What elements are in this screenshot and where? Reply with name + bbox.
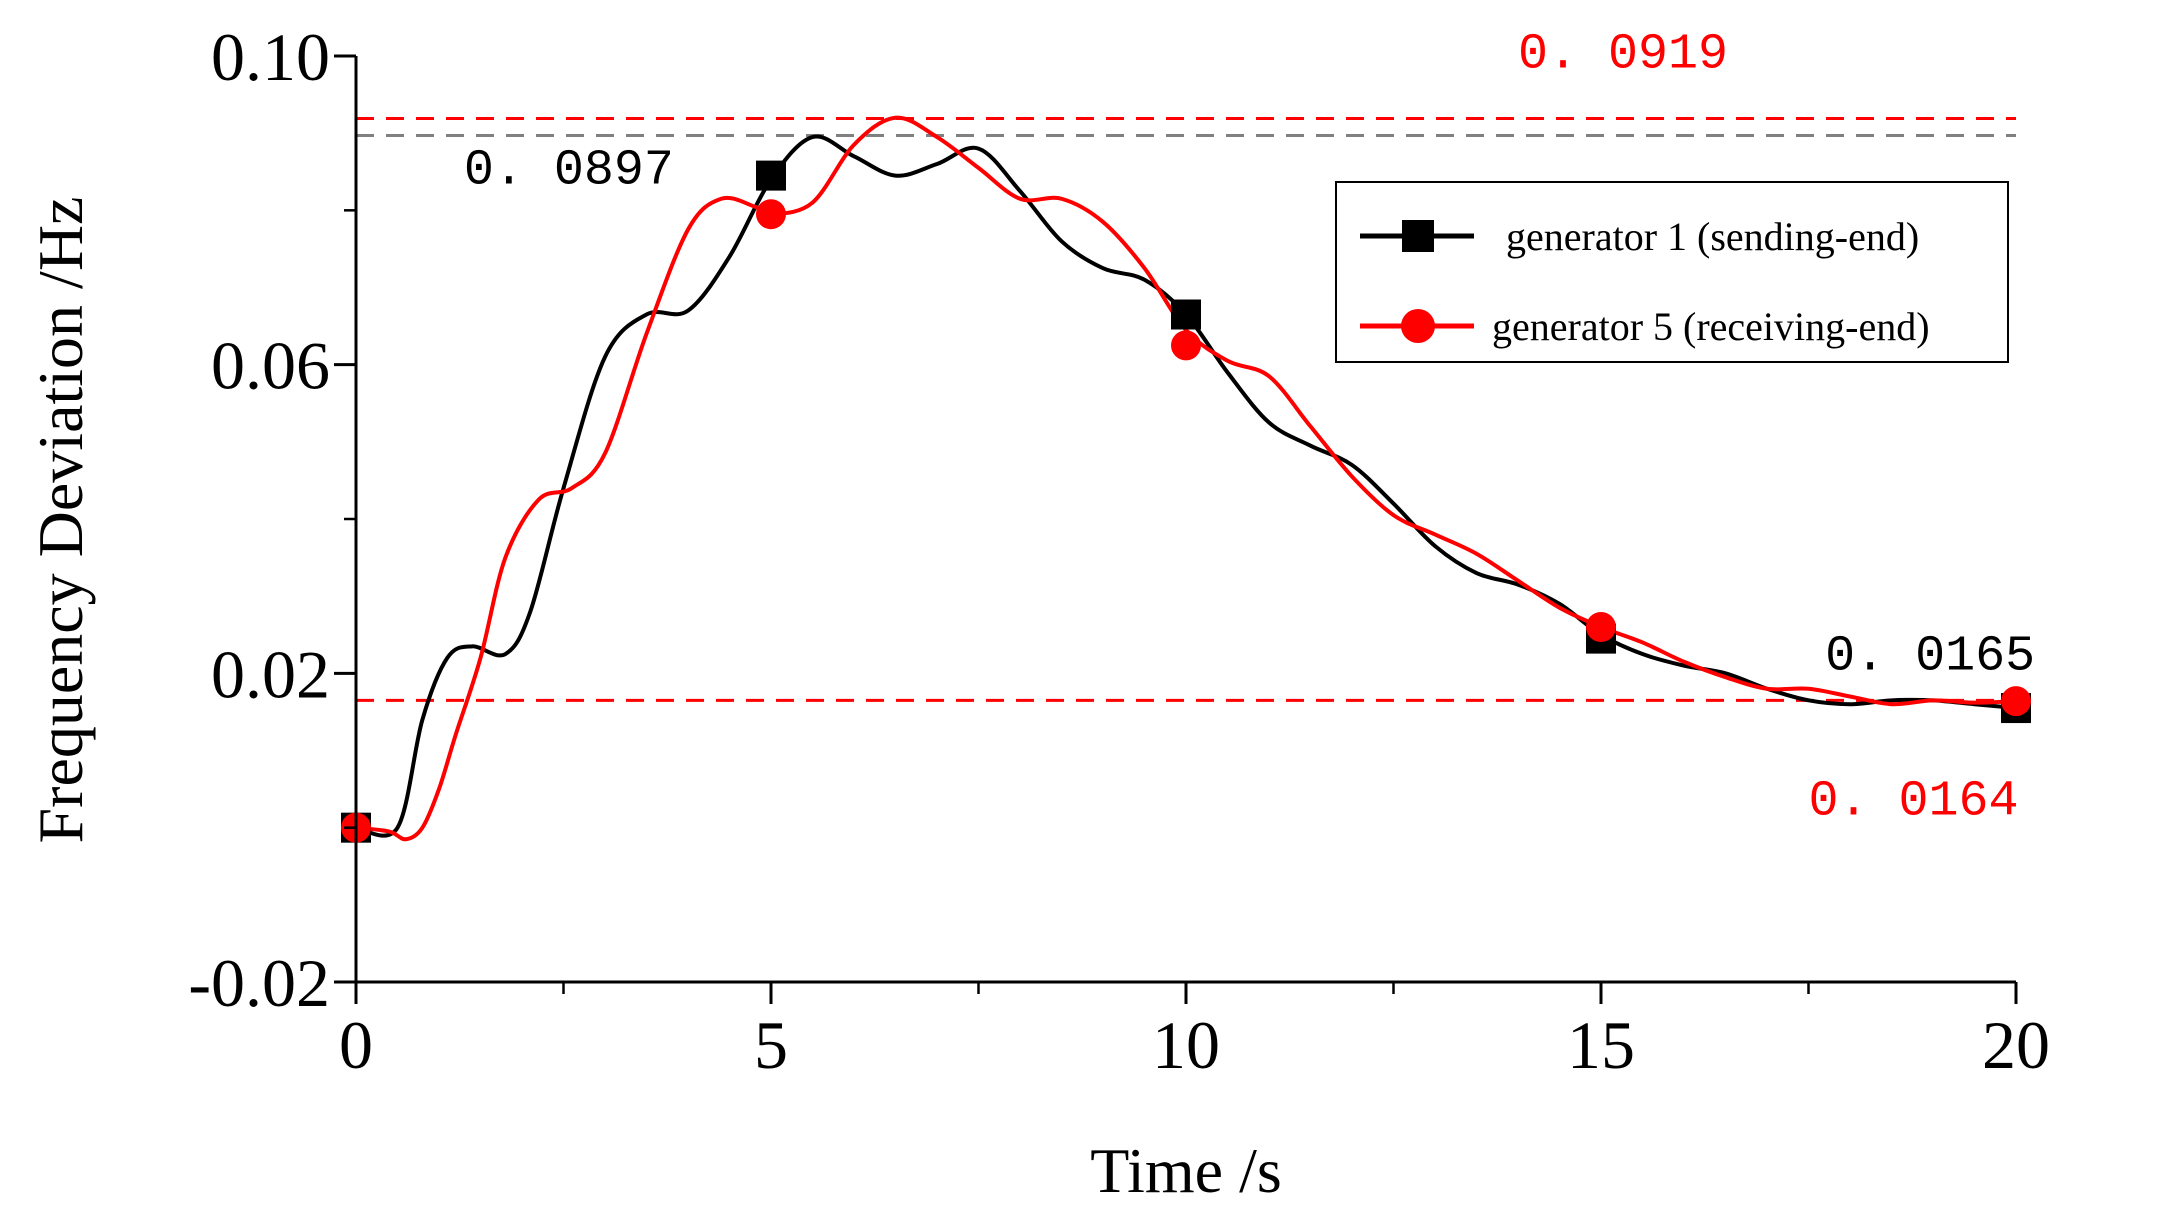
legend-marker-generator-5 xyxy=(1401,309,1435,343)
tick-labels: 0 5 10 15 20 -0.02 0.02 0.06 0.10 xyxy=(188,19,2050,1083)
x-tick-label: 20 xyxy=(1982,1007,2050,1083)
legend-box xyxy=(1335,181,2009,363)
data-point-generator-5 xyxy=(2001,686,2031,717)
data-point-generator-1 xyxy=(756,160,786,191)
data-point-generator-1 xyxy=(1171,299,1201,330)
legend-label-generator-1: generator 1 (sending-end) xyxy=(1506,214,1919,259)
x-tick-label: 10 xyxy=(1152,1007,1220,1083)
value-annotation-1: 0. 0897 xyxy=(464,142,674,199)
series-line-generator-1 xyxy=(354,134,2018,838)
y-tick-label: -0.02 xyxy=(188,945,330,1021)
data-point-generator-5 xyxy=(756,199,786,230)
y-tick-label: 0.02 xyxy=(211,636,330,712)
y-tick-label: 0.06 xyxy=(211,328,330,404)
annotations: 0. 0919 0. 0897 0. 0165 0. 0164 xyxy=(464,27,2035,831)
x-tick-label: 15 xyxy=(1567,1007,1635,1083)
legend: generator 1 (sending-end) generator 5 (r… xyxy=(1335,181,2009,363)
reference-lines xyxy=(356,117,2016,702)
value-annotation-3: 0. 0164 xyxy=(1809,774,2019,831)
y-tick-label: 0.10 xyxy=(211,19,330,95)
ticks xyxy=(334,54,2018,1004)
series-line-generator-5 xyxy=(354,115,2018,842)
value-annotation-0: 0. 0919 xyxy=(1518,27,1728,84)
data-point-generator-5 xyxy=(1171,330,1201,361)
y-axis-title: Frequency Deviation /Hz xyxy=(25,197,96,844)
legend-marker-generator-1 xyxy=(1402,220,1434,252)
data-point-generator-5 xyxy=(1586,612,1616,643)
value-annotation-2: 0. 0165 xyxy=(1825,628,2035,685)
x-tick-label: 5 xyxy=(754,1007,788,1083)
x-axis-title: Time /s xyxy=(1090,1135,1282,1206)
x-tick-label: 0 xyxy=(339,1007,373,1083)
legend-label-generator-5: generator 5 (receiving-end) xyxy=(1492,304,1930,349)
